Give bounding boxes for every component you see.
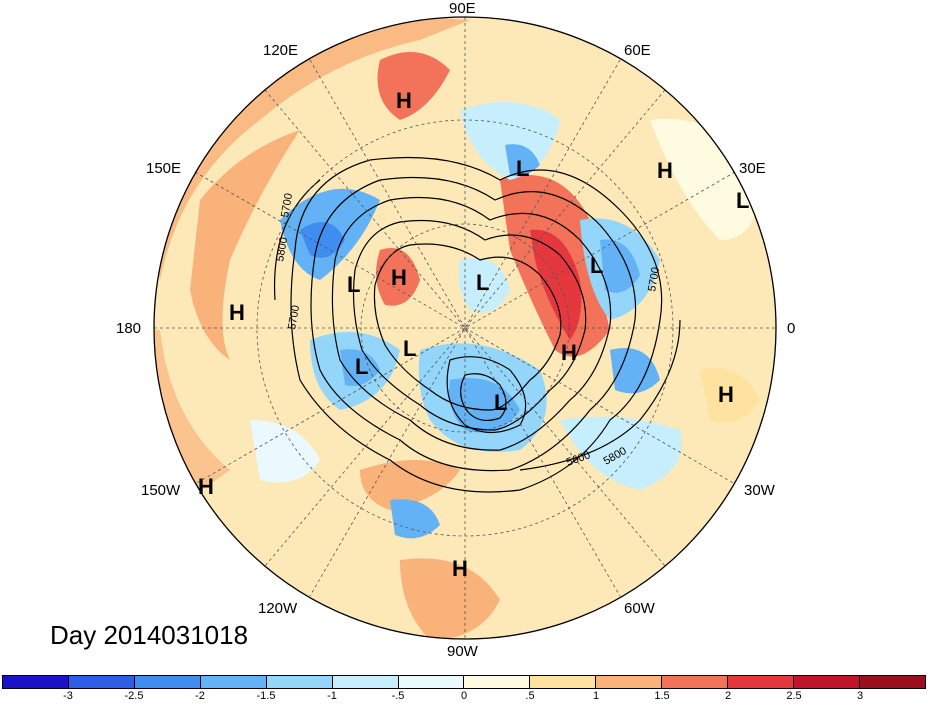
lon-label-60e: 60E (624, 42, 651, 59)
map-boundary (153, 16, 777, 640)
pressure-center: L (403, 336, 417, 361)
lon-label-90w: 90W (447, 643, 478, 660)
pressure-center: H (718, 382, 734, 407)
lon-label-180: 180 (116, 320, 142, 337)
color-bar-swatch (464, 676, 531, 688)
color-bar-tick-label: -3 (63, 690, 73, 702)
color-bar-tick-label: 1.5 (654, 690, 670, 702)
color-bar-tick-label: 2 (724, 690, 732, 702)
color-bar-swatch (728, 676, 795, 688)
color-bar-swatch (3, 676, 69, 688)
color-bar-swatch (859, 676, 925, 688)
pressure-center: H (229, 300, 245, 325)
color-bar-tick-label: 2.5 (786, 690, 802, 702)
graticule (154, 17, 776, 639)
pressure-center: L (590, 253, 604, 278)
color-bar-tick-label: -1 (327, 690, 337, 702)
pressure-center: H (396, 88, 412, 113)
color-bar-swatch (68, 676, 135, 688)
pressure-center: L (355, 354, 369, 379)
anomaly-field (154, 17, 776, 639)
pressure-center: H (198, 474, 214, 499)
pressure-center: L (494, 390, 508, 415)
pressure-center: L (347, 272, 361, 297)
color-bar (2, 675, 926, 689)
pressure-center: H (452, 556, 468, 581)
lon-label-30e: 30E (739, 160, 766, 177)
color-bar-tick-label: -2.5 (124, 690, 144, 702)
color-bar-swatch (398, 676, 465, 688)
color-bar-tick-label: 3 (856, 690, 864, 702)
lon-label-0: 0 (787, 320, 796, 337)
color-bar-tick-label: 1 (592, 690, 600, 702)
height-contours (273, 156, 681, 493)
color-bar-swatch (530, 676, 597, 688)
color-bar-swatch (266, 676, 333, 688)
pressure-center: L (516, 156, 530, 181)
color-bar-tick-label: -.5 (391, 690, 405, 702)
color-bar-swatch (134, 676, 201, 688)
pressure-center: H (391, 265, 407, 290)
lon-label-150e: 150E (146, 160, 182, 177)
day-label: Day 2014031018 (50, 620, 249, 650)
color-bar-swatch (794, 676, 860, 688)
color-bar-tick-label: -2 (195, 690, 205, 702)
contour-label: 5700 (286, 304, 302, 330)
contour-label: 5700 (646, 266, 662, 292)
lon-label-120w: 120W (258, 600, 298, 617)
color-bar-swatch (332, 676, 399, 688)
color-bar-tick-label: -1.5 (256, 690, 276, 702)
color-bar-tick-label: 0 (460, 690, 468, 702)
lon-label-30w: 30W (744, 482, 775, 499)
lon-label-120e: 120E (263, 42, 299, 59)
contour-label: 5700 (279, 192, 295, 218)
pressure-center: H (561, 340, 577, 365)
pressure-center: L (476, 270, 490, 295)
color-bar-tick-label: .5 (525, 690, 535, 702)
lon-label-90e: 90E (449, 0, 476, 17)
contour-label: 5800 (274, 236, 290, 262)
color-bar-swatch (200, 676, 267, 688)
lon-label-60w: 60W (624, 600, 655, 617)
color-bar-swatch (596, 676, 663, 688)
color-bar-swatch (662, 676, 729, 688)
lon-label-150w: 150W (141, 482, 181, 499)
pressure-center: H (657, 158, 673, 183)
pressure-center: L (736, 188, 750, 213)
